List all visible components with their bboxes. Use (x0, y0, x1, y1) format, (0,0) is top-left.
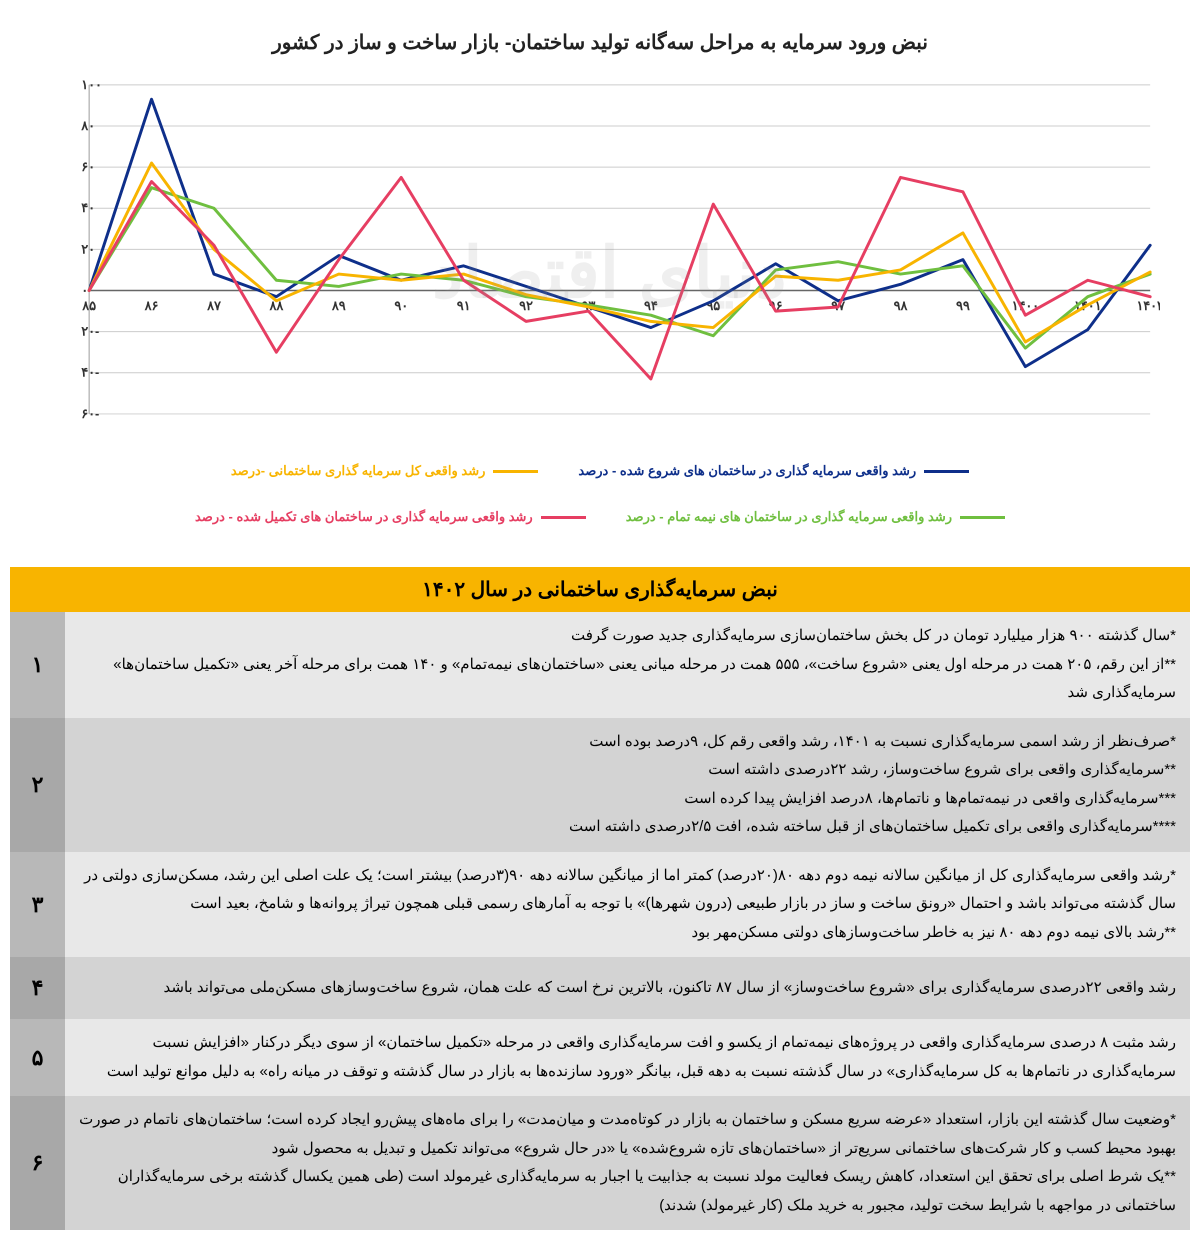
legend-item: رشد واقعی سرمایه گذاری در ساختمان های تک… (195, 509, 586, 525)
table-cell-number: ۳ (10, 852, 65, 958)
legend-swatch (541, 516, 586, 519)
table-row: *رشد واقعی سرمایه‌گذاری کل از میانگین سا… (10, 852, 1190, 958)
legend-swatch (493, 470, 538, 473)
legend-label: رشد واقعی سرمایه گذاری در ساختمان های تک… (195, 509, 533, 525)
legend-label: رشد واقعی کل سرمایه گذاری ساختمانی -درصد (231, 463, 486, 479)
svg-text:۸۶: ۸۶ (144, 298, 159, 313)
svg-text:۹۱: ۹۱ (457, 298, 471, 313)
table-row: *وضعیت سال گذشته این بازار، استعداد «عرض… (10, 1096, 1190, 1230)
chart-legend: رشد واقعی سرمایه گذاری در ساختمان های شر… (40, 448, 1160, 545)
table-row: رشد واقعی ۲۲درصدی سرمایه‌گذاری برای «شرو… (10, 957, 1190, 1019)
svg-text:۹۰: ۹۰ (394, 298, 408, 313)
svg-text:۹۹: ۹۹ (956, 298, 970, 313)
table-title: نبض سرمایه‌گذاری ساختمانی در سال ۱۴۰۲ (10, 567, 1190, 612)
table-row: *صرف‌نظر از رشد اسمی سرمایه‌گذاری نسبت ب… (10, 718, 1190, 852)
legend-label: رشد واقعی سرمایه گذاری در ساختمان های شر… (578, 463, 916, 479)
svg-text:۱۴۰۲: ۱۴۰۲ (1136, 298, 1160, 313)
legend-swatch (960, 516, 1005, 519)
svg-text:-۴۰: -۴۰ (81, 365, 99, 380)
svg-text:۶۰: ۶۰ (81, 159, 95, 174)
legend-item: رشد واقعی کل سرمایه گذاری ساختمانی -درصد (231, 463, 539, 479)
table-cell-text: رشد واقعی ۲۲درصدی سرمایه‌گذاری برای «شرو… (65, 957, 1190, 1019)
data-table: *سال گذشته ۹۰۰ هزار میلیارد تومان در کل … (10, 612, 1190, 1230)
table-cell-text: *صرف‌نظر از رشد اسمی سرمایه‌گذاری نسبت ب… (65, 718, 1190, 852)
svg-text:۸۹: ۸۹ (331, 298, 346, 313)
svg-text:۱۰۰: ۱۰۰ (81, 77, 102, 92)
svg-text:۸۷: ۸۷ (206, 298, 222, 313)
table-cell-text: *سال گذشته ۹۰۰ هزار میلیارد تومان در کل … (65, 612, 1190, 718)
table-cell-number: ۲ (10, 718, 65, 852)
svg-text:۸۰: ۸۰ (80, 118, 95, 133)
table-cell-text: رشد مثبت ۸ درصدی سرمایه‌گذاری واقعی در پ… (65, 1019, 1190, 1096)
svg-text:۲۰: ۲۰ (81, 241, 95, 256)
table-cell-number: ۵ (10, 1019, 65, 1096)
svg-text:-۶۰: -۶۰ (81, 406, 99, 421)
svg-text:۰: ۰ (81, 282, 88, 297)
legend-label: رشد واقعی سرمایه گذاری در ساختمان های نی… (626, 509, 952, 525)
chart-panel: نبض ورود سرمایه به مراحل سه‌گانه تولید س… (10, 10, 1190, 555)
chart-title: نبض ورود سرمایه به مراحل سه‌گانه تولید س… (40, 30, 1160, 55)
table-cell-number: ۴ (10, 957, 65, 1019)
table-cell-number: ۱ (10, 612, 65, 718)
legend-item: رشد واقعی سرمایه گذاری در ساختمان های شر… (578, 463, 969, 479)
table-cell-number: ۶ (10, 1096, 65, 1230)
line-chart-svg: -۶۰-۴۰-۲۰۰۲۰۴۰۶۰۸۰۱۰۰۸۵۸۶۸۷۸۸۸۹۹۰۹۱۹۲۹۳۹… (40, 75, 1160, 448)
svg-text:۹۴: ۹۴ (644, 298, 658, 313)
legend-item: رشد واقعی سرمایه گذاری در ساختمان های نی… (626, 509, 1005, 525)
table-row: *سال گذشته ۹۰۰ هزار میلیارد تومان در کل … (10, 612, 1190, 718)
svg-text:۹۲: ۹۲ (519, 298, 533, 313)
svg-text:۹۸: ۹۸ (894, 298, 909, 313)
table-cell-text: *وضعیت سال گذشته این بازار، استعداد «عرض… (65, 1096, 1190, 1230)
svg-text:۴۰: ۴۰ (81, 200, 95, 215)
svg-text:-۲۰: -۲۰ (81, 324, 99, 339)
table-panel: نبض سرمایه‌گذاری ساختمانی در سال ۱۴۰۲ *س… (10, 567, 1190, 1230)
table-cell-text: *رشد واقعی سرمایه‌گذاری کل از میانگین سا… (65, 852, 1190, 958)
table-row: رشد مثبت ۸ درصدی سرمایه‌گذاری واقعی در پ… (10, 1019, 1190, 1096)
legend-swatch (924, 470, 969, 473)
chart-plot-area: -۶۰-۴۰-۲۰۰۲۰۴۰۶۰۸۰۱۰۰۸۵۸۶۸۷۸۸۸۹۹۰۹۱۹۲۹۳۹… (40, 75, 1160, 448)
